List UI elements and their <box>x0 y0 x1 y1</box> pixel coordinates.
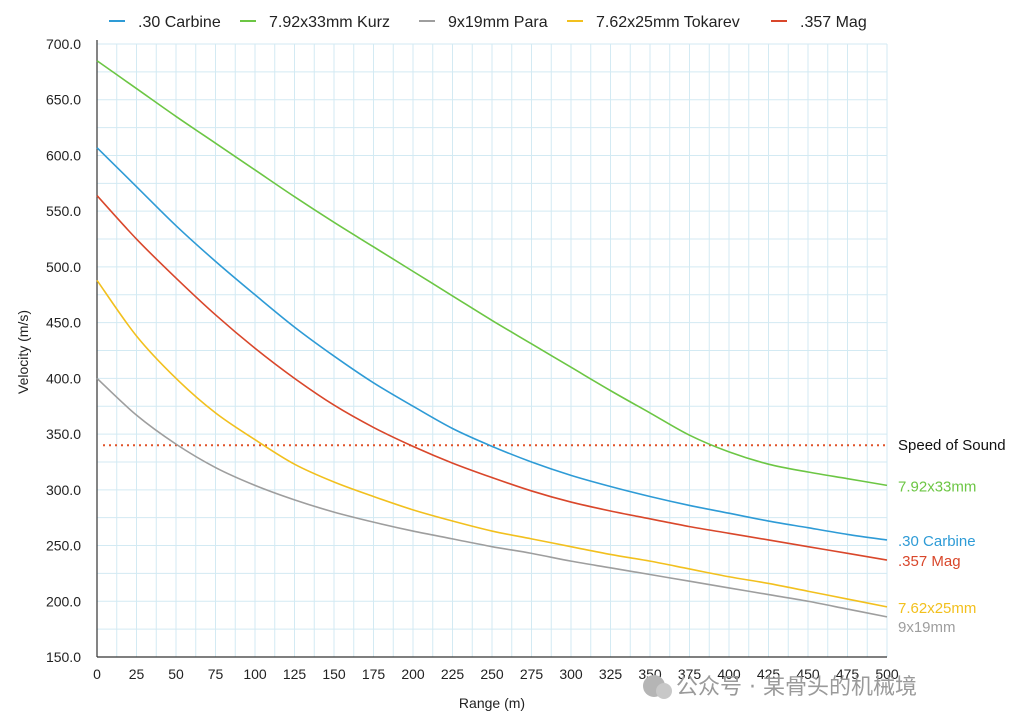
y-tick-labels: 150.0 200.0 250.0 300.0 350.0 400.0 450.0 500.0… <box>46 36 81 665</box>
reference-lines: Speed of Sound <box>103 437 1006 454</box>
y-tick-label: 700.0 <box>46 36 81 52</box>
x-tick-label: 275 <box>520 666 544 682</box>
legend-entry: .30 Carbine <box>138 14 221 31</box>
x-tick-label: 100 <box>243 666 267 682</box>
x-axis-label: Range (m) <box>459 695 525 711</box>
y-tick-label: 400.0 <box>46 370 81 386</box>
watermark: 公众号 · 某骨头的机械境 <box>643 675 917 700</box>
y-tick-label: 350.0 <box>46 426 81 442</box>
x-tick-label: 150 <box>322 666 346 682</box>
watermark-text: 公众号 · 某骨头的机械境 <box>676 675 917 700</box>
x-tick-label: 25 <box>129 666 145 682</box>
y-tick-label: 300.0 <box>46 482 81 498</box>
legend-entry: 9x19mm Para <box>448 14 548 31</box>
x-tick-label: 250 <box>480 666 504 682</box>
series-lines <box>96 60 888 618</box>
y-tick-label: 650.0 <box>46 92 81 108</box>
reference-line-label: Speed of Sound <box>898 437 1006 454</box>
x-tick-label: 475 <box>836 666 860 682</box>
x-tick-label: 325 <box>599 666 623 682</box>
x-tick-label: 75 <box>208 666 224 682</box>
x-tick-label: 50 <box>168 666 184 682</box>
y-tick-label: 600.0 <box>46 147 81 163</box>
wechat-icon-bubble <box>656 683 672 699</box>
x-tick-label: 400 <box>717 666 741 682</box>
y-tick-label: 550.0 <box>46 203 81 219</box>
legend: .30 Carbine 7.92x33mm Kurz 9x19mm Para 7.62… <box>109 14 867 31</box>
y-tick-label: 500.0 <box>46 259 81 275</box>
grid <box>96 43 888 658</box>
x-tick-label: 0 <box>93 666 101 682</box>
series-end-label: 9x19mm <box>898 619 956 636</box>
x-tick-label: 450 <box>796 666 820 682</box>
x-tick-labels: 0 25 50 75 100 125 150 175 200 225 250 275 300 325 350… <box>93 666 899 682</box>
y-tick-label: 450.0 <box>46 315 81 331</box>
series-line <box>96 377 888 618</box>
series-line <box>96 147 888 541</box>
x-tick-label: 125 <box>283 666 307 682</box>
axes <box>96 40 887 658</box>
series-end-label: 7.62x25mm <box>898 600 976 617</box>
series-end-labels: 7.92x33mm .30 Carbine .357 Mag 7.62x25mm 9x1… <box>898 478 976 635</box>
x-tick-label: 375 <box>678 666 702 682</box>
series-line <box>96 195 888 561</box>
series-line <box>96 60 888 487</box>
legend-entry: .357 Mag <box>800 14 867 31</box>
series-line <box>96 279 888 608</box>
y-tick-label: 150.0 <box>46 649 81 665</box>
legend-entry: 7.62x25mm Tokarev <box>596 14 740 31</box>
y-tick-label: 200.0 <box>46 593 81 609</box>
x-tick-label: 425 <box>757 666 781 682</box>
series-end-label: .357 Mag <box>898 553 961 570</box>
legend-entry: 7.92x33mm Kurz <box>269 14 390 31</box>
y-axis-label: Velocity (m/s) <box>15 310 31 394</box>
x-tick-label: 300 <box>559 666 583 682</box>
x-tick-label: 175 <box>362 666 386 682</box>
x-tick-label: 225 <box>441 666 465 682</box>
series-end-label: 7.92x33mm <box>898 478 976 495</box>
x-tick-label: 500 <box>875 666 899 682</box>
x-tick-label: 200 <box>401 666 425 682</box>
y-tick-label: 250.0 <box>46 538 81 554</box>
series-end-label: .30 Carbine <box>898 533 976 550</box>
